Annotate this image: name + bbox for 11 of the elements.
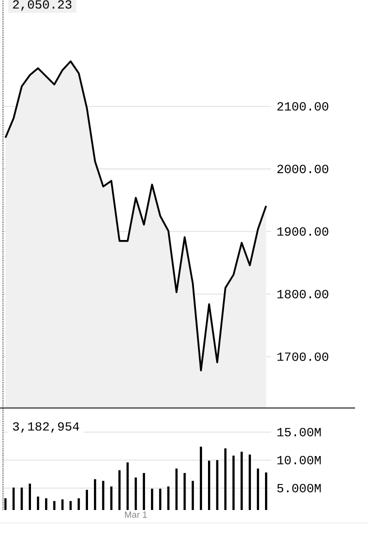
y-tick-label: 1900.00 xyxy=(277,227,328,236)
x-tick-label: Mar 1 xyxy=(125,512,147,518)
y-tick-label: 2100.00 xyxy=(277,102,328,111)
y-tick-label: 5.000M xyxy=(277,484,321,492)
y-tick-label: 1700.00 xyxy=(277,352,328,361)
y-tick-label: 2000.00 xyxy=(277,164,328,174)
y-tick-label: 15.00M xyxy=(277,428,321,436)
annotation: 3,182,954 xyxy=(12,422,80,433)
annotation: 2,050.23 xyxy=(13,0,72,11)
y-tick-label: 1800.00 xyxy=(277,290,328,298)
y-tick-label: 10.00M xyxy=(277,456,321,464)
